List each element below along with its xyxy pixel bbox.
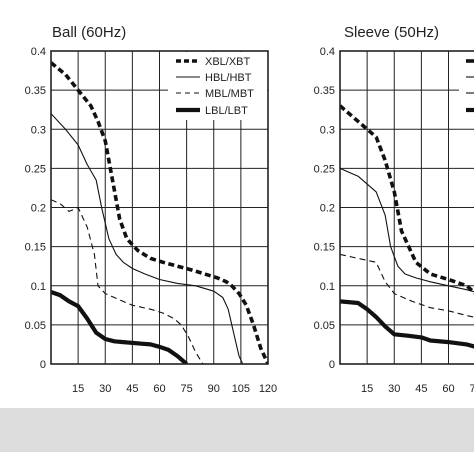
y-tick-label: 0.25 (25, 163, 46, 175)
legend-label-lbl: LBL/LBT (205, 105, 248, 117)
y-tick-label: 0.3 (320, 124, 335, 136)
x-tick-label: 105 (232, 383, 250, 395)
x-tick-label: 45 (415, 383, 427, 395)
y-tick-label: 0.15 (25, 242, 46, 254)
bottom-band (0, 408, 474, 452)
legend-label-xbl: XBL/XBT (205, 56, 251, 68)
x-tick-label: 90 (208, 383, 220, 395)
legend-label-mbl: MBL/MBT (205, 88, 254, 100)
x-tick-label: 30 (99, 383, 111, 395)
y-tick-label: 0.4 (320, 46, 335, 58)
x-tick-label: 75 (181, 383, 193, 395)
x-tick-label: 120 (259, 383, 277, 395)
x-tick-label: 60 (442, 383, 454, 395)
y-tick-label: 0.35 (25, 85, 46, 97)
chart-title: Sleeve (50Hz) (344, 24, 439, 41)
legend-label-hbl: HBL/HBT (205, 72, 252, 84)
y-tick-label: 0 (329, 359, 335, 371)
series-line-mbl-mbt (51, 199, 204, 364)
y-tick-label: 0.2 (31, 203, 46, 215)
x-tick-label: 30 (388, 383, 400, 395)
y-tick-label: 0 (40, 359, 46, 371)
y-tick-label: 0.2 (320, 203, 335, 215)
y-tick-label: 0.15 (314, 242, 335, 254)
series-line-3 (340, 253, 474, 318)
legend (459, 52, 474, 120)
y-tick-label: 0.1 (31, 281, 46, 293)
series-line-xbl-xbt (51, 61, 268, 364)
y-tick-label: 0.35 (314, 85, 335, 97)
y-axis-ticks: 0 0.05 0.1 0.15 0.2 0.25 0.3 0.35 0.4 (314, 46, 335, 371)
series-group (51, 61, 268, 364)
x-axis-ticks: 15 30 45 60 75 90 105 120 (72, 383, 277, 395)
y-tick-label: 0.25 (314, 163, 335, 175)
y-tick-label: 0.3 (31, 124, 46, 136)
x-axis-ticks: 15 30 45 60 75 (361, 383, 474, 395)
x-tick-label: 75 (470, 383, 474, 395)
series-line-lbl-lbt (51, 290, 188, 364)
plot-frame (50, 50, 269, 365)
y-tick-label: 0.4 (31, 46, 46, 58)
series-line-hbl-hbt (51, 113, 244, 364)
x-tick-label: 15 (361, 383, 373, 395)
plot-frame (339, 50, 474, 365)
series-line-4 (340, 299, 474, 349)
legend: XBL/XBT HBL/HBT MBL/MBT LBL/LBT (168, 52, 267, 120)
x-tick-label: 15 (72, 383, 84, 395)
series-group (340, 104, 474, 349)
y-tick-label: 0.05 (25, 320, 46, 332)
x-tick-label: 45 (126, 383, 138, 395)
x-tick-label: 60 (153, 383, 165, 395)
y-axis-ticks: 0 0.05 0.1 0.15 0.2 0.25 0.3 0.35 0.4 (25, 46, 46, 371)
sleeve-chart: Sleeve (50Hz) 0 0.05 0.1 0.15 0.2 0.25 0.3 0.35… (314, 24, 474, 395)
series-line-2 (340, 167, 474, 293)
legend-box (459, 52, 474, 120)
ball-chart: Ball (60Hz) 0 0.05 0.1 0.15 0.2 0.25 0.3 0.35 0.… (25, 24, 278, 395)
y-tick-label: 0.05 (314, 320, 335, 332)
y-tick-label: 0.1 (320, 281, 335, 293)
gridlines (340, 50, 474, 365)
chart-title: Ball (60Hz) (52, 24, 126, 41)
